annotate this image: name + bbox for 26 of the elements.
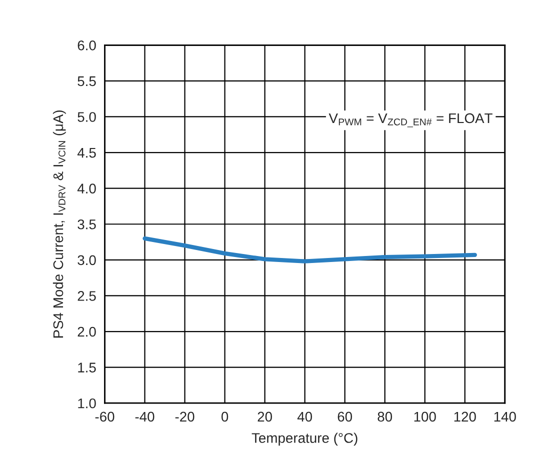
x-tick-label: 100 xyxy=(414,412,436,422)
y-tick-label: 4.5 xyxy=(77,148,96,158)
y-tick-label: 1.5 xyxy=(78,362,96,372)
y-axis-title: PS4 Mode Current, I$_{VDRV}$ & I$_{VCIN}$ (μA) xyxy=(52,110,66,338)
y-tick-label: 4.0 xyxy=(77,184,96,194)
x-tick-label: 120 xyxy=(454,412,476,422)
y-tick-label: 2.5 xyxy=(78,291,96,301)
y-tick-label: 5.0 xyxy=(78,112,96,122)
x-tick-label: -60 xyxy=(95,412,114,422)
x-tick-label: 80 xyxy=(378,412,392,422)
y-tick-label: 3.0 xyxy=(78,255,96,266)
x-tick-label: 140 xyxy=(494,412,516,422)
annotation: V$_{PWM}$ = V$_{ZCD_EN#}$ = FLOAT xyxy=(328,113,492,128)
y-tick-label: 6.0 xyxy=(78,40,96,50)
x-tick-label: -40 xyxy=(135,412,154,422)
x-tick-label: 60 xyxy=(338,412,352,422)
x-tick-label: -20 xyxy=(175,412,194,422)
y-tick-label: 5.5 xyxy=(78,76,96,86)
y-tick-label: 2.0 xyxy=(78,326,96,337)
x-tick-label: 40 xyxy=(297,412,312,422)
x-axis-title: Temperature (°C) xyxy=(252,432,358,446)
y-tick-label: 1.0 xyxy=(78,398,96,408)
line-series xyxy=(142,236,477,264)
y-tick-label: 3.5 xyxy=(78,219,96,230)
x-tick-label: 20 xyxy=(258,412,272,422)
x-tick-label: 0 xyxy=(221,412,228,422)
